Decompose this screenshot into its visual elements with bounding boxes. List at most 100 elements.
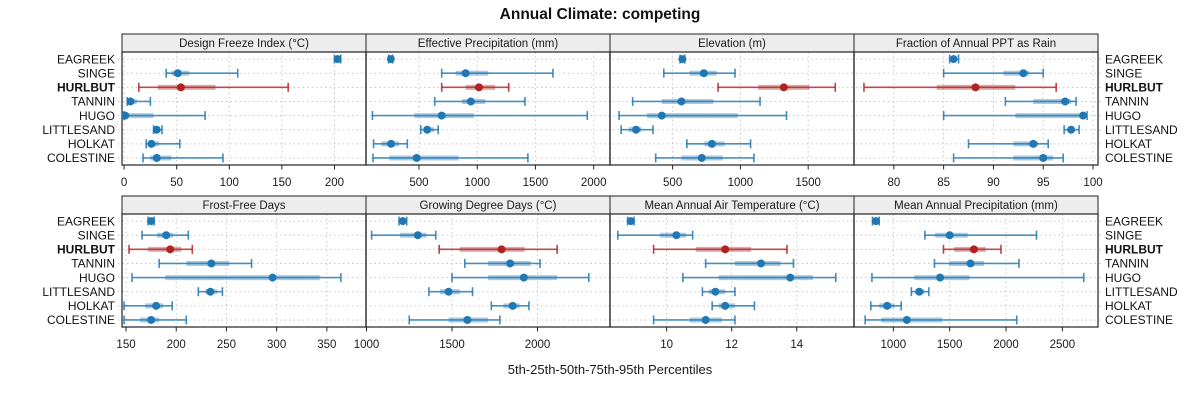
median-dot xyxy=(678,55,687,64)
site-label-left-tannin: TANNIN xyxy=(71,95,115,109)
median-dot xyxy=(333,55,342,64)
median-dot xyxy=(147,139,156,148)
median-dot xyxy=(207,259,216,268)
median-dot xyxy=(871,217,880,226)
panel-strip-title: Frost-Free Days xyxy=(202,200,285,212)
median-dot xyxy=(386,55,395,64)
median-dot xyxy=(166,245,175,254)
site-label-left-colestine: COLESTINE xyxy=(47,313,115,327)
glyph-frost-free-days-tannin xyxy=(158,258,253,268)
panel-elevation: Elevation (m) 500 1000 1500 xyxy=(609,33,855,189)
median-dot xyxy=(466,97,475,106)
median-dot xyxy=(971,83,980,92)
glyph-effective-precipitation-singe xyxy=(440,68,554,78)
site-label-right-colestine: COLESTINE xyxy=(1105,151,1173,165)
glyph-elevation-tannin xyxy=(631,96,761,106)
axis-tick-label: 12 xyxy=(725,339,738,351)
site-label-left-littlesand: LITTLESAND xyxy=(42,123,115,137)
site-label-left-singe: SINGE xyxy=(78,228,115,242)
axis-tick-label: 95 xyxy=(1037,177,1050,189)
glyph-mean-annual-air-temperature-holkat xyxy=(711,301,756,311)
panel-body xyxy=(853,213,1099,328)
panel-strip-title: Effective Precipitation (mm) xyxy=(418,38,559,50)
median-dot xyxy=(474,83,483,92)
axis-tick-label: 0 xyxy=(121,177,127,189)
panel-body xyxy=(365,213,611,328)
site-label-left-eagreek: EAGREEK xyxy=(57,52,115,66)
site-label-right-tannin: TANNIN xyxy=(1105,257,1149,271)
site-label-left-colestine: COLESTINE xyxy=(47,151,115,165)
axis-tick-label: 50 xyxy=(170,177,183,189)
axis-tick-label: 500 xyxy=(663,177,682,189)
panel-body xyxy=(609,51,855,166)
median-dot xyxy=(176,83,185,92)
median-dot xyxy=(173,69,182,78)
axis-tick-label: 80 xyxy=(887,177,900,189)
glyph-design-freeze-index-eagreek xyxy=(333,54,342,64)
glyph-fraction-ppt-as-rain-singe xyxy=(942,68,1045,78)
glyph-mean-annual-air-temperature-hugo xyxy=(682,273,837,283)
panel-growing-degree-days: Growing Degree Days (°C) 1000 1500 2000 xyxy=(354,195,611,351)
median-dot xyxy=(519,273,528,282)
glyph-fraction-ppt-as-rain-holkat xyxy=(967,139,1050,149)
panel-mean-annual-air-temperature: Mean Annual Air Temperature (°C) 10 12 14 xyxy=(609,195,855,351)
panel-body xyxy=(365,51,611,166)
site-label-left-hugo: HUGO xyxy=(79,271,115,285)
axis-tick-label: 300 xyxy=(267,339,286,351)
median-dot xyxy=(756,259,765,268)
median-dot xyxy=(423,125,432,134)
median-dot xyxy=(147,217,156,226)
median-dot xyxy=(152,125,161,134)
axis-tick-label: 2000 xyxy=(525,339,551,351)
glyph-mean-annual-precipitation-singe xyxy=(924,230,1038,240)
glyph-effective-precipitation-holkat xyxy=(372,139,409,149)
glyph-elevation-singe xyxy=(663,68,736,78)
site-label-left-hurlbut: HURLBUT xyxy=(57,81,116,95)
glyph-fraction-ppt-as-rain-littlesand xyxy=(1063,125,1080,135)
median-dot xyxy=(398,217,407,226)
median-dot xyxy=(412,153,421,162)
median-dot xyxy=(707,139,716,148)
median-dot xyxy=(152,301,161,310)
median-dot xyxy=(506,259,515,268)
axis-tick-label: 2000 xyxy=(993,339,1019,351)
glyph-elevation-hurlbut xyxy=(717,82,837,92)
median-dot xyxy=(413,231,422,240)
glyph-mean-annual-air-temperature-singe xyxy=(617,230,694,240)
axis-tick-label: 100 xyxy=(1083,177,1102,189)
panel-body xyxy=(609,213,855,328)
median-dot xyxy=(626,217,635,226)
median-dot xyxy=(945,231,954,240)
median-dot xyxy=(677,97,686,106)
glyph-design-freeze-index-littlesand xyxy=(152,125,163,135)
chart-title: Annual Climate: competing xyxy=(499,6,701,23)
axis-tick-label: 1000 xyxy=(728,177,754,189)
site-label-left-holkat: HOLKAT xyxy=(68,137,116,151)
glyph-mean-annual-air-temperature-hurlbut xyxy=(652,244,788,254)
chart-caption: 5th-25th-50th-75th-95th Percentiles xyxy=(507,362,713,377)
panel-strip-title: Elevation (m) xyxy=(698,38,766,50)
glyph-growing-degree-days-singe xyxy=(370,230,437,240)
axis-tick-label: 1000 xyxy=(881,339,907,351)
panel-body xyxy=(853,51,1099,166)
axis-tick-label: 1000 xyxy=(354,339,380,351)
glyph-growing-degree-days-eagreek xyxy=(398,216,408,226)
glyph-fraction-ppt-as-rain-tannin xyxy=(1004,96,1077,106)
axis-tick-label: 14 xyxy=(790,339,803,351)
site-label-right-eagreek: EAGREEK xyxy=(1105,214,1163,228)
glyph-growing-degree-days-hugo xyxy=(451,273,590,283)
median-dot xyxy=(1061,97,1070,106)
glyph-frost-free-days-holkat xyxy=(123,301,174,311)
glyph-elevation-holkat xyxy=(686,139,752,149)
glyph-fraction-ppt-as-rain-hugo xyxy=(942,111,1088,121)
median-dot xyxy=(387,139,396,148)
axis-tick-label: 2000 xyxy=(581,177,607,189)
median-dot xyxy=(711,287,720,296)
site-label-left-hurlbut: HURLBUT xyxy=(57,243,116,257)
glyph-mean-annual-precipitation-littlesand xyxy=(910,287,930,297)
median-dot xyxy=(152,153,161,162)
median-dot xyxy=(949,55,958,64)
panel-body xyxy=(121,51,367,166)
glyph-mean-annual-precipitation-hurlbut xyxy=(942,244,1002,254)
